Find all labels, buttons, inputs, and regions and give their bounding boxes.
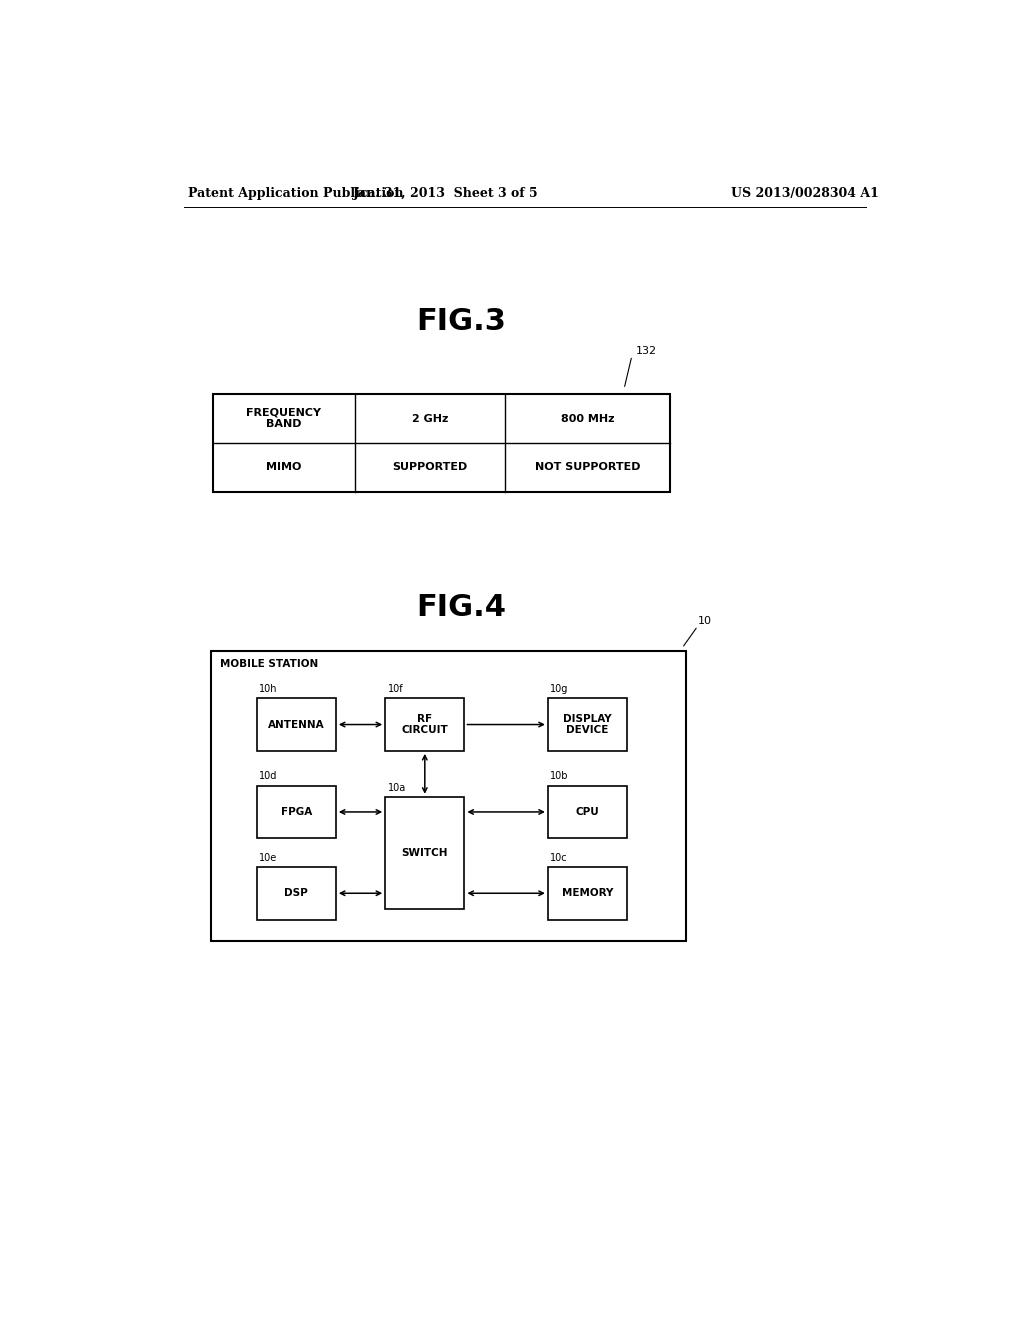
Text: 10g: 10g <box>550 684 568 694</box>
Text: 10: 10 <box>697 616 712 626</box>
Text: FIG.3: FIG.3 <box>417 306 506 335</box>
Bar <box>211 651 686 941</box>
Text: 10d: 10d <box>259 771 278 781</box>
Bar <box>385 797 465 908</box>
Text: 10a: 10a <box>387 783 406 792</box>
Bar <box>548 867 627 920</box>
Text: 10f: 10f <box>387 684 403 694</box>
Text: 132: 132 <box>636 346 657 355</box>
Bar <box>385 698 465 751</box>
Bar <box>548 785 627 838</box>
Text: MEMORY: MEMORY <box>562 888 613 898</box>
Text: 10b: 10b <box>550 771 568 781</box>
Bar <box>213 395 670 492</box>
Text: 2 GHz: 2 GHz <box>412 413 449 424</box>
Text: US 2013/0028304 A1: US 2013/0028304 A1 <box>731 187 879 201</box>
Bar <box>257 867 336 920</box>
Text: 10h: 10h <box>259 684 278 694</box>
Text: FREQUENCY
BAND: FREQUENCY BAND <box>246 408 322 429</box>
Text: FPGA: FPGA <box>281 807 312 817</box>
Text: 10c: 10c <box>550 853 568 863</box>
Text: CPU: CPU <box>575 807 599 817</box>
Bar <box>257 785 336 838</box>
Text: SUPPORTED: SUPPORTED <box>392 462 468 473</box>
Text: MOBILE STATION: MOBILE STATION <box>220 660 318 669</box>
Text: DSP: DSP <box>285 888 308 898</box>
Text: FIG.4: FIG.4 <box>417 593 506 622</box>
Text: 800 MHz: 800 MHz <box>561 413 614 424</box>
Text: NOT SUPPORTED: NOT SUPPORTED <box>535 462 640 473</box>
Bar <box>257 698 336 751</box>
Text: DISPLAY
DEVICE: DISPLAY DEVICE <box>563 714 611 735</box>
Text: RF
CIRCUIT: RF CIRCUIT <box>401 714 449 735</box>
Text: SWITCH: SWITCH <box>401 847 449 858</box>
Text: Jan. 31, 2013  Sheet 3 of 5: Jan. 31, 2013 Sheet 3 of 5 <box>352 187 539 201</box>
Text: 10e: 10e <box>259 853 278 863</box>
Text: MIMO: MIMO <box>266 462 301 473</box>
Bar <box>548 698 627 751</box>
Text: ANTENNA: ANTENNA <box>268 719 325 730</box>
Text: Patent Application Publication: Patent Application Publication <box>187 187 403 201</box>
